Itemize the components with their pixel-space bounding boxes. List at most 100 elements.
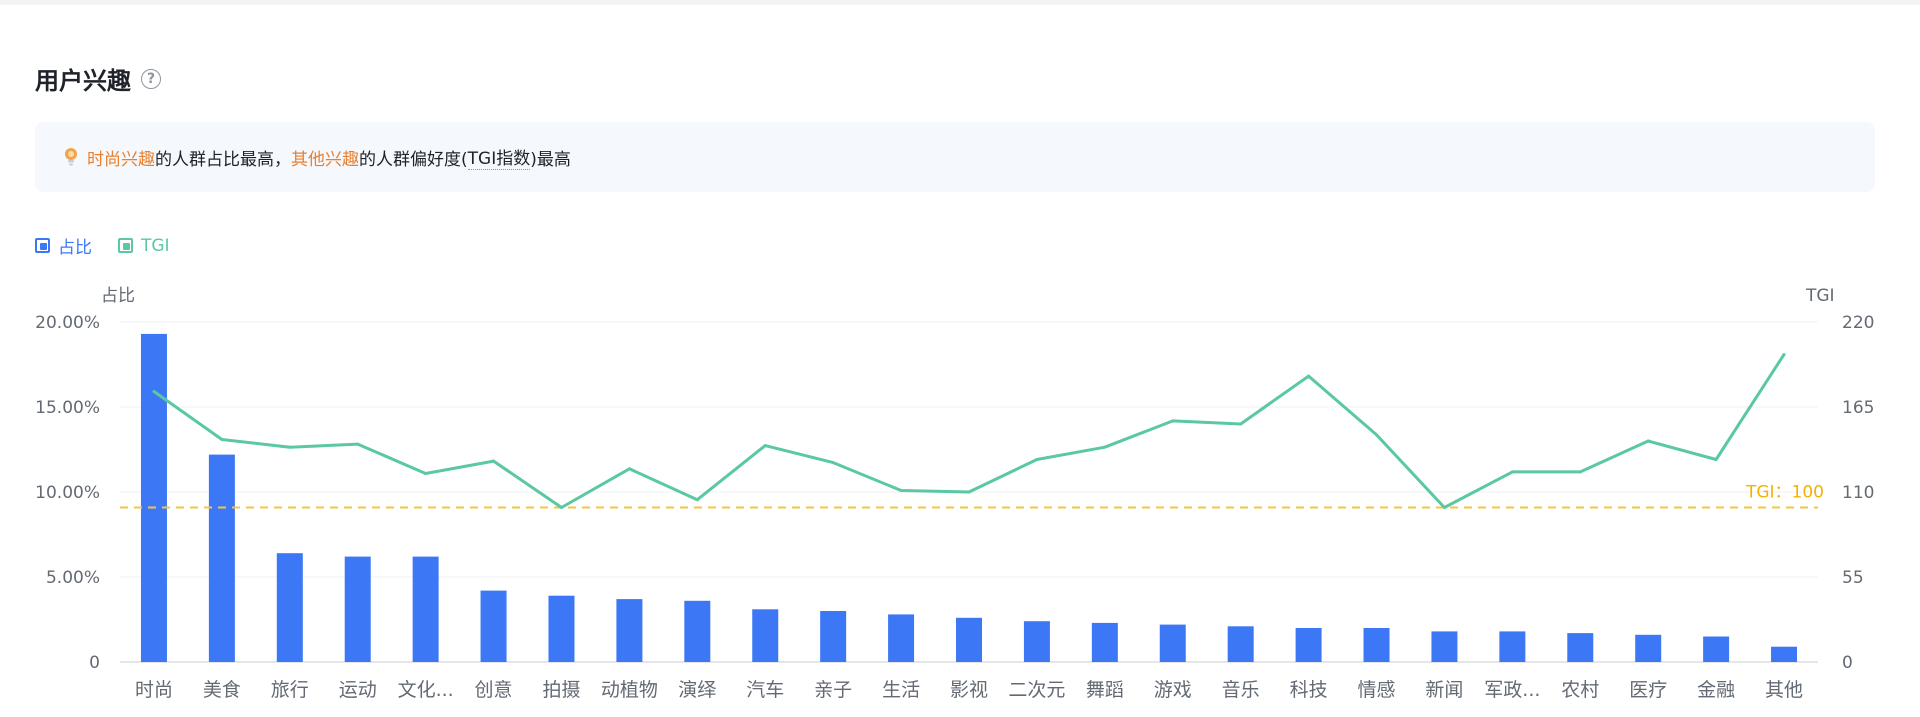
x-tick-label: 新闻 xyxy=(1425,679,1463,701)
x-tick-label: 科技 xyxy=(1290,679,1328,701)
tgi-point xyxy=(288,445,292,449)
x-tick-label: 旅行 xyxy=(271,679,309,701)
tgi-point xyxy=(559,505,563,509)
tgi-term[interactable]: TGI指数 xyxy=(467,144,531,170)
page-title: 用户兴趣 xyxy=(35,67,131,95)
bar xyxy=(1295,628,1322,662)
y-left-tick-label: 20.00% xyxy=(35,313,100,333)
bar xyxy=(1499,631,1526,662)
y-right-tick-label: 110 xyxy=(1842,483,1874,503)
bar xyxy=(208,454,235,662)
tgi-point xyxy=(695,498,699,502)
y-left-tick-label: 15.00% xyxy=(35,398,100,418)
legend-swatch-share xyxy=(35,238,50,253)
x-tick-label: 游戏 xyxy=(1154,679,1192,701)
bar xyxy=(956,617,982,662)
x-tick-label: 亲子 xyxy=(814,679,852,701)
x-tick-label: 二次元 xyxy=(1008,679,1065,701)
tgi-point xyxy=(763,444,767,448)
tgi-point xyxy=(831,461,835,465)
x-tick-label: 时尚 xyxy=(135,679,173,701)
y-right-tick-label: 0 xyxy=(1842,653,1853,673)
tgi-point xyxy=(492,459,496,463)
help-circle-icon[interactable]: ? xyxy=(141,68,161,89)
legend-item-share[interactable]: 占比 xyxy=(35,233,92,258)
x-tick-label: 演绎 xyxy=(678,679,716,701)
user-interest-card: 用户兴趣 ? 时尚兴趣 的人群占比最高， 其他兴趣 的人群偏好度( TGI指数 … xyxy=(0,5,1920,712)
y-left-tick-label: 10.00% xyxy=(35,483,100,503)
tgi-point xyxy=(1035,458,1039,462)
tgi-line xyxy=(153,353,1786,509)
bar xyxy=(344,556,371,662)
legend-label-tgi: TGI xyxy=(141,235,170,256)
legend-label-share: 占比 xyxy=(58,238,92,258)
bar xyxy=(1635,634,1662,662)
tgi-point xyxy=(1782,352,1786,356)
insight-text-1: 的人群占比最高， xyxy=(155,149,291,170)
bar xyxy=(820,611,847,662)
x-tick-label: 影视 xyxy=(950,679,988,701)
chart-legend: 占比 TGI xyxy=(35,233,196,258)
x-tick-label: 医疗 xyxy=(1629,679,1667,701)
bar xyxy=(276,553,303,662)
bar xyxy=(616,599,643,662)
bar xyxy=(140,333,167,662)
tgi-point xyxy=(1171,419,1175,423)
bar xyxy=(548,595,575,662)
bar xyxy=(1363,628,1390,662)
x-tick-label: 运动 xyxy=(339,679,377,701)
tgi-point xyxy=(1442,505,1446,509)
tgi-point xyxy=(152,390,156,394)
tgi-point xyxy=(627,467,631,471)
bar xyxy=(684,600,711,662)
insight-text-2: 的人群偏好度( xyxy=(359,149,468,170)
bar xyxy=(1703,636,1730,662)
bar xyxy=(1431,631,1458,662)
tgi-point xyxy=(1510,470,1514,474)
y-left-axis-label: 占比 xyxy=(101,286,135,306)
x-tick-label: 动植物 xyxy=(601,679,658,701)
x-tick-label: 创意 xyxy=(475,679,513,701)
bar xyxy=(480,590,507,662)
legend-swatch-tgi xyxy=(118,238,133,253)
y-right-tick-label: 55 xyxy=(1842,568,1864,588)
tgi-point xyxy=(424,471,428,475)
y-right-axis-label: TGI xyxy=(1805,286,1835,306)
tgi-point xyxy=(1646,439,1650,443)
bar xyxy=(1567,633,1594,662)
bulb-icon xyxy=(65,148,77,166)
insight-text-3: )最高 xyxy=(530,149,571,170)
x-tick-label: 文化... xyxy=(398,679,454,701)
tgi-point xyxy=(356,442,360,446)
bar xyxy=(888,614,915,662)
bar xyxy=(752,609,779,662)
x-tick-label: 美食 xyxy=(203,679,241,701)
y-right-tick-label: 165 xyxy=(1842,398,1874,418)
tgi-point xyxy=(1103,445,1107,449)
x-tick-label: 金融 xyxy=(1697,679,1735,701)
insight-highlight-top-tgi: 其他兴趣 xyxy=(291,149,359,170)
top-strip xyxy=(0,0,1920,5)
tgi-reference-label: TGI：100 xyxy=(1745,482,1824,502)
tgi-point xyxy=(967,490,971,494)
x-tick-label: 音乐 xyxy=(1222,679,1260,701)
tgi-point xyxy=(1714,458,1718,462)
tgi-point xyxy=(220,437,224,441)
tgi-point xyxy=(1375,433,1379,437)
x-tick-label: 农村 xyxy=(1561,679,1599,701)
x-tick-label: 生活 xyxy=(882,679,920,701)
y-right-tick-label: 220 xyxy=(1842,313,1874,333)
tgi-point xyxy=(899,488,903,492)
x-tick-label: 汽车 xyxy=(746,679,784,701)
bar xyxy=(1091,622,1118,662)
tgi-point xyxy=(1578,470,1582,474)
insight-banner: 时尚兴趣 的人群占比最高， 其他兴趣 的人群偏好度( TGI指数 )最高 xyxy=(35,122,1875,192)
x-tick-label: 舞蹈 xyxy=(1086,679,1124,701)
title-row: 用户兴趣 ? xyxy=(35,61,161,96)
tgi-point xyxy=(1239,422,1243,426)
insight-highlight-top-share: 时尚兴趣 xyxy=(87,149,155,170)
x-tick-label: 军政... xyxy=(1484,679,1540,701)
legend-item-tgi[interactable]: TGI xyxy=(118,236,170,256)
x-tick-label: 情感 xyxy=(1358,679,1396,701)
bar xyxy=(412,556,439,662)
